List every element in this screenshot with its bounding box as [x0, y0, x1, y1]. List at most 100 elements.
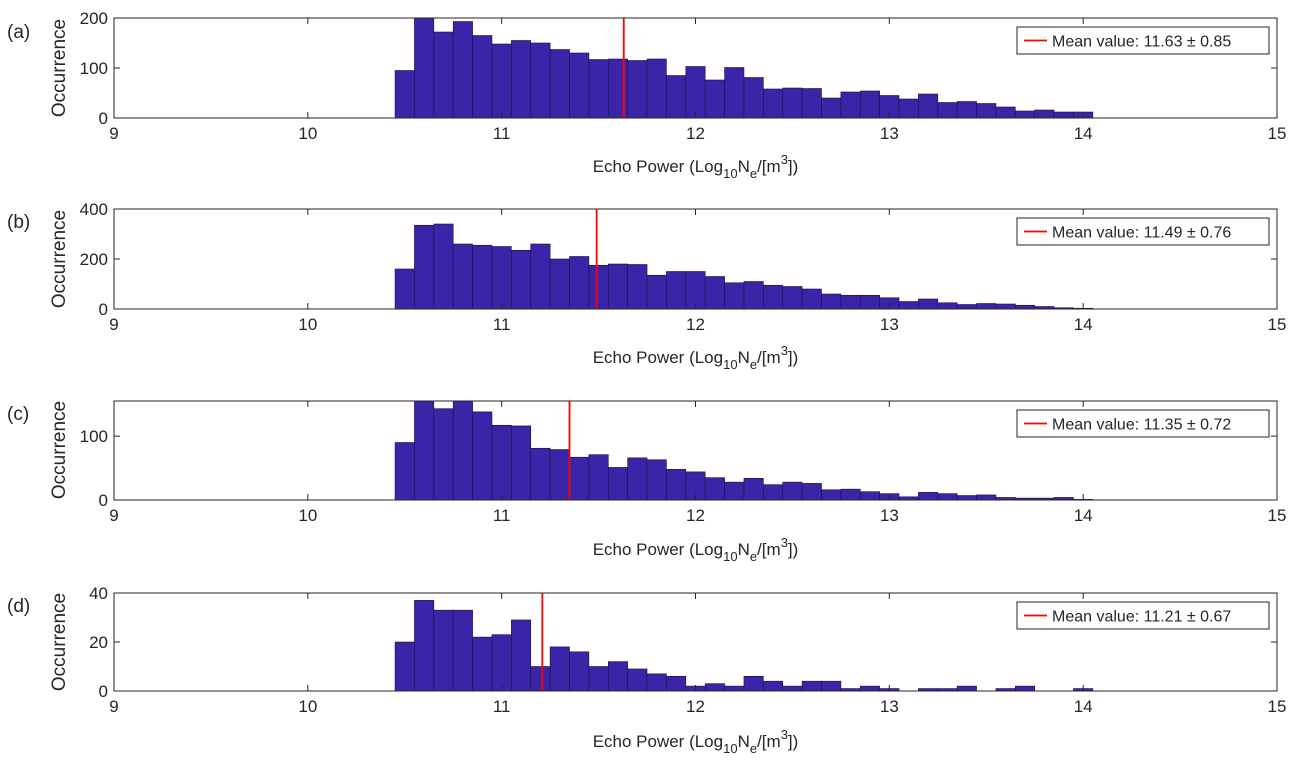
- histogram-bar: [821, 293, 842, 310]
- histogram-bar: [472, 244, 493, 310]
- histogram-bar: [976, 303, 997, 310]
- y-tick-label: 200: [80, 250, 108, 269]
- histogram-bar: [433, 223, 454, 310]
- histogram-bar: [627, 60, 648, 119]
- x-tick-label: 13: [880, 124, 899, 143]
- x-axis-label: Echo Power (Log10Ne/[m3]): [593, 727, 799, 756]
- histogram-bar: [569, 52, 590, 119]
- histogram-bar: [724, 685, 745, 692]
- histogram-bar: [530, 243, 551, 310]
- panel-label: (b): [7, 212, 30, 233]
- histogram-bar: [394, 268, 415, 310]
- x-axis-label-part: ]): [788, 732, 798, 751]
- y-tick-label: 0: [99, 491, 108, 510]
- histogram-bar: [782, 286, 803, 310]
- histogram-bar: [801, 288, 822, 310]
- x-tick-label: 10: [298, 315, 317, 334]
- histogram-bar: [511, 40, 532, 119]
- histogram-bar: [937, 302, 958, 310]
- x-axis-label-part: N: [738, 157, 750, 176]
- histogram-bar: [569, 256, 590, 310]
- x-tick-label: 12: [686, 697, 705, 716]
- x-tick-label: 14: [1074, 697, 1093, 716]
- histogram-bar: [763, 484, 784, 501]
- x-axis-label-part: e: [750, 166, 757, 181]
- x-tick-label: 9: [109, 124, 118, 143]
- y-tick-label: 200: [80, 9, 108, 28]
- x-axis-label: Echo Power (Log10Ne/[m3]): [593, 152, 799, 181]
- histogram-panel-4: 9 10 11 12 13 14 15 0 20 40 (d) Occurrence Echo Powe…: [7, 584, 1286, 756]
- histogram-bar: [666, 469, 687, 501]
- y-axis-label: Occurrence: [49, 19, 70, 117]
- x-tick-label: 15: [1268, 697, 1287, 716]
- x-tick-label: 14: [1074, 124, 1093, 143]
- histogram-bar: [491, 246, 512, 310]
- histogram-bar: [995, 106, 1016, 119]
- histogram-bar: [840, 294, 861, 310]
- histogram-bar: [782, 481, 803, 501]
- histogram-bar: [859, 294, 880, 310]
- histogram-bar: [937, 493, 958, 501]
- histogram-bar: [666, 75, 687, 119]
- histogram-bar: [918, 93, 939, 119]
- histogram-bar: [840, 91, 861, 119]
- histogram-bar: [394, 641, 415, 692]
- histogram-bar: [472, 35, 493, 119]
- legend-box: [1016, 601, 1270, 630]
- histogram-bar: [898, 301, 919, 310]
- legend-label: Mean value: 11.63 ± 0.85: [1052, 34, 1231, 51]
- histogram-bar: [607, 263, 628, 310]
- histogram-bar: [995, 303, 1016, 310]
- x-tick-label: 13: [880, 506, 899, 525]
- x-tick-label: 14: [1074, 315, 1093, 334]
- histogram-bar: [452, 609, 473, 692]
- x-axis-label-part: 10: [723, 549, 737, 564]
- histogram-bar: [549, 449, 570, 501]
- x-tick-label: 11: [493, 124, 511, 143]
- x-axis-label-part: N: [738, 732, 750, 751]
- histogram-bar: [801, 88, 822, 119]
- histogram-bar: [511, 249, 532, 310]
- x-axis-label-part: e: [750, 741, 757, 756]
- histogram-bar: [956, 495, 977, 501]
- panel-label: (d): [7, 596, 30, 617]
- histogram-bar: [646, 274, 667, 310]
- x-tick-label: 12: [686, 506, 705, 525]
- histogram-bar: [821, 97, 842, 119]
- x-axis-label-part: /[m: [757, 540, 781, 559]
- x-tick-label: 13: [880, 315, 899, 334]
- histogram-bar: [821, 489, 842, 501]
- x-axis-label-part: /[m: [757, 732, 781, 751]
- histogram-bar: [433, 408, 454, 501]
- histogram-bar: [414, 224, 435, 310]
- y-tick-label: 40: [89, 584, 108, 603]
- x-tick-label: 10: [298, 697, 317, 716]
- legend-label: Mean value: 11.49 ± 0.76: [1052, 225, 1231, 242]
- histogram-bar: [646, 673, 667, 692]
- legend-box: [1016, 409, 1270, 438]
- histogram-bar: [414, 600, 435, 692]
- histogram-bar: [685, 66, 706, 119]
- x-axis-label-part: /[m: [757, 157, 781, 176]
- histogram-bar: [763, 680, 784, 692]
- histogram-bar: [801, 680, 822, 692]
- panel-label: (a): [7, 22, 30, 43]
- panel-label: (c): [7, 404, 29, 425]
- y-tick-label: 0: [99, 300, 108, 319]
- x-tick-label: 9: [109, 315, 118, 334]
- histogram-bar: [433, 31, 454, 119]
- x-axis-label-part: ]): [788, 540, 798, 559]
- y-tick-label: 100: [80, 427, 108, 446]
- x-axis-label-part: e: [750, 357, 757, 372]
- y-axis-label: Occurrence: [49, 210, 70, 308]
- x-tick-label: 12: [686, 124, 705, 143]
- histogram-bar: [530, 666, 551, 692]
- histogram-bar: [491, 43, 512, 119]
- histogram-bar: [530, 447, 551, 501]
- x-axis-label-part: 10: [723, 357, 737, 372]
- histogram-bar: [607, 467, 628, 501]
- x-tick-label: 11: [493, 315, 511, 334]
- histogram-bar: [549, 646, 570, 692]
- histogram-bar: [452, 243, 473, 310]
